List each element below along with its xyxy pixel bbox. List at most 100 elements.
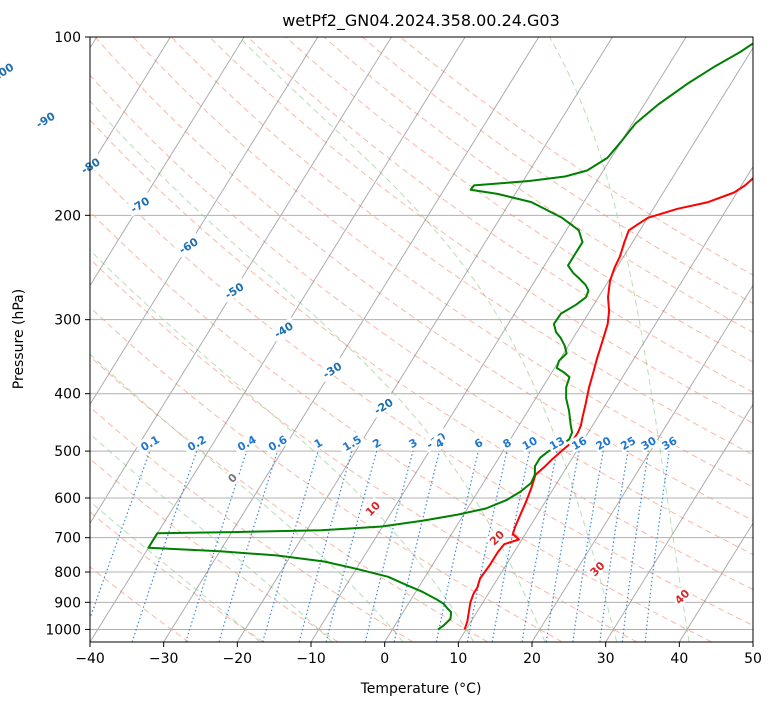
mixing-ratio-line (185, 450, 248, 642)
isotherm-label-bg (173, 232, 203, 258)
profile-lines (147, 42, 753, 631)
dry-adiabat (323, 37, 753, 334)
y-tick-label: 100 (54, 30, 81, 46)
mixing-ratio-label-group: 1 (309, 434, 327, 452)
y-tick-label: 500 (54, 444, 81, 460)
dewpoint-profile (147, 42, 753, 631)
isotherm (384, 46, 753, 642)
mixing-ratio-label-bg (498, 434, 515, 452)
mixing-ratio-label-group: 3 (404, 434, 421, 452)
isotherm-label-bg (317, 357, 347, 382)
isotherm (90, 37, 319, 406)
x-axis-label: Temperature (°C) (360, 681, 482, 697)
mixing-ratio-label-group: 2 (368, 434, 385, 452)
isotherm-label-bg (30, 107, 60, 132)
x-tick-label: −30 (149, 651, 179, 667)
moist-adiabat-label-bg (223, 469, 241, 487)
dry-adiabat (90, 511, 264, 642)
isotherm (90, 37, 245, 287)
mixing-ratio-line (393, 450, 441, 642)
x-tick-label: −10 (296, 651, 326, 667)
isotherm (236, 37, 613, 642)
mixing-ratio-label-bg (518, 432, 541, 453)
mixing-ratio-line (572, 450, 604, 642)
moist-adiabat-label-bg (585, 557, 609, 580)
mixing-ratio-label-bg (567, 432, 591, 453)
mixing-ratio-label-bg (637, 432, 660, 453)
x-tick-label: 30 (597, 651, 615, 667)
dry-adiabat (171, 37, 753, 456)
mixing-ratio-label-bg (470, 434, 487, 452)
mixing-ratio-label-bg (368, 434, 385, 452)
isotherm-label-bg (125, 192, 155, 217)
x-tick-label: 40 (670, 651, 688, 667)
moist-adiabat-label-bg (361, 497, 384, 520)
moist-adiabat-label-group: 0 (223, 469, 241, 487)
mixing-ratio-label-bg (616, 432, 639, 453)
mixing-ratio-line (621, 451, 650, 642)
mixing-ratio-label-bg (263, 430, 292, 455)
isotherm (163, 37, 540, 642)
isotherm-label-bg (219, 277, 249, 303)
dry-adiabat (90, 119, 753, 591)
isotherm (90, 37, 171, 168)
dry-adiabat (90, 306, 563, 642)
mixing-ratio-label-bg (545, 432, 568, 453)
x-tick-label: 20 (523, 651, 541, 667)
mixing-ratio-line (644, 451, 670, 642)
chart-title: wetPf2_GN04.2024.358.00.24.G03 (282, 11, 560, 31)
mixing-ratio-label-bg (182, 430, 211, 455)
dry-adiabat (90, 211, 712, 642)
x-tick-label: −40 (75, 651, 105, 667)
mixing-ratio-line (298, 450, 353, 642)
x-tick-label: 0 (380, 651, 389, 667)
mixing-ratio-line (325, 450, 378, 642)
moist-adiabat-label-bg (670, 585, 693, 608)
isotherm-label-bg (368, 393, 398, 419)
mixing-ratio-label-bg (135, 430, 164, 455)
mixing-ratio-line (599, 450, 629, 642)
x-tick-label: 10 (449, 651, 467, 667)
mixing-ratio-label-bg (591, 432, 615, 453)
moist-adiabat-label-bg (485, 526, 508, 549)
y-axis-label: Pressure (hPa) (11, 289, 27, 389)
dry-adiabat (90, 258, 638, 642)
dry-adiabat (94, 37, 753, 522)
mixing-ratio-label-bg (309, 434, 327, 452)
isotherm-label-bg (269, 317, 298, 342)
temperature-profile (463, 176, 753, 630)
y-tick-label: 900 (54, 595, 81, 611)
isotherm (90, 37, 392, 525)
x-tick-label: −20 (223, 651, 253, 667)
mixing-ratio-label-bg (431, 434, 448, 452)
isotherm (678, 522, 753, 642)
dry-adiabat (90, 74, 753, 556)
y-tick-label: 1000 (45, 622, 81, 638)
dry-adiabat (285, 37, 753, 363)
mixing-ratio-label-group: 4 (431, 434, 448, 452)
moist-adiabat (90, 433, 333, 642)
y-tick-label: 700 (54, 531, 81, 547)
dry-adiabat (399, 37, 753, 276)
mixing-ratio-label-bg (404, 434, 421, 452)
isotherm (457, 165, 753, 642)
mixing-ratio-line (90, 450, 151, 621)
moist-adiabat (90, 249, 475, 642)
moist-adiabat (90, 100, 546, 642)
isotherm-label-bg (0, 58, 18, 87)
y-tick-label: 600 (54, 491, 81, 507)
mixing-ratio-label-bg (337, 430, 366, 455)
dry-adiabat (361, 37, 753, 305)
y-tick-label: 400 (54, 387, 81, 403)
mixing-ratio-line (364, 450, 414, 642)
mixing-ratio-line (131, 450, 198, 642)
mixing-ratio-line (218, 450, 279, 642)
x-tick-label: 50 (744, 651, 762, 667)
mixing-ratio-label-group: 8 (498, 434, 515, 452)
axis-ticks: −40 −30 −20 −10 0 10 20 30 40 5010020030040050060… (45, 30, 762, 667)
mixing-ratio-label-bg (232, 430, 261, 455)
mixing-ratio-line (262, 450, 319, 642)
mixing-ratio-line (435, 450, 479, 642)
